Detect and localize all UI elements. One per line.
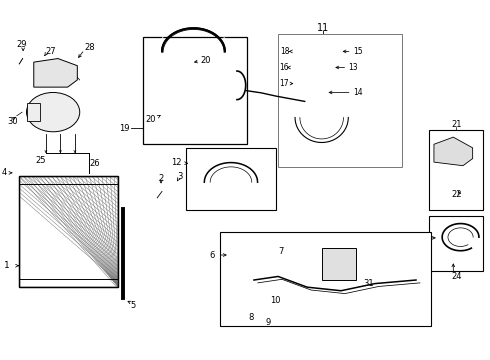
Text: 14: 14 — [353, 88, 363, 97]
Text: 12: 12 — [171, 158, 181, 167]
Text: 15: 15 — [353, 47, 363, 56]
Text: 1: 1 — [4, 261, 10, 270]
Text: 8: 8 — [249, 313, 254, 322]
Text: 5: 5 — [130, 301, 136, 310]
Text: 21: 21 — [451, 120, 462, 129]
Text: 11: 11 — [317, 23, 329, 33]
Text: 24: 24 — [451, 272, 462, 281]
Text: 31: 31 — [363, 279, 373, 288]
Text: 20: 20 — [201, 56, 211, 65]
Bar — [19, 176, 119, 287]
Text: 2: 2 — [158, 174, 164, 183]
Bar — [429, 130, 483, 210]
Text: 25: 25 — [36, 156, 46, 165]
Text: 6: 6 — [210, 251, 215, 260]
Text: 27: 27 — [46, 47, 56, 56]
Circle shape — [26, 93, 80, 132]
Bar — [5, 287, 489, 359]
Text: 3: 3 — [177, 172, 183, 181]
Bar — [278, 33, 401, 167]
Text: 22: 22 — [451, 190, 462, 199]
Text: 28: 28 — [84, 43, 95, 52]
Text: 17: 17 — [279, 79, 289, 88]
Bar — [220, 232, 431, 327]
Bar — [143, 37, 246, 144]
Text: 29: 29 — [17, 40, 27, 49]
Bar — [26, 103, 40, 121]
Text: 7: 7 — [278, 247, 284, 256]
Text: 16: 16 — [279, 63, 289, 72]
Text: 4: 4 — [2, 168, 7, 177]
Text: 19: 19 — [119, 124, 129, 133]
Bar — [186, 148, 276, 210]
Bar — [321, 248, 356, 280]
Bar — [5, 1, 19, 359]
Text: 13: 13 — [348, 63, 358, 72]
Bar — [19, 176, 119, 287]
Text: 18: 18 — [281, 47, 290, 56]
Bar — [19, 176, 119, 287]
Text: 20: 20 — [145, 115, 155, 124]
Text: 9: 9 — [266, 318, 271, 327]
Text: 23: 23 — [414, 233, 424, 242]
Polygon shape — [434, 137, 473, 166]
Text: 10: 10 — [270, 296, 281, 305]
Text: 26: 26 — [89, 159, 99, 168]
Polygon shape — [34, 59, 77, 87]
Bar — [429, 216, 483, 271]
Text: 30: 30 — [7, 117, 18, 126]
